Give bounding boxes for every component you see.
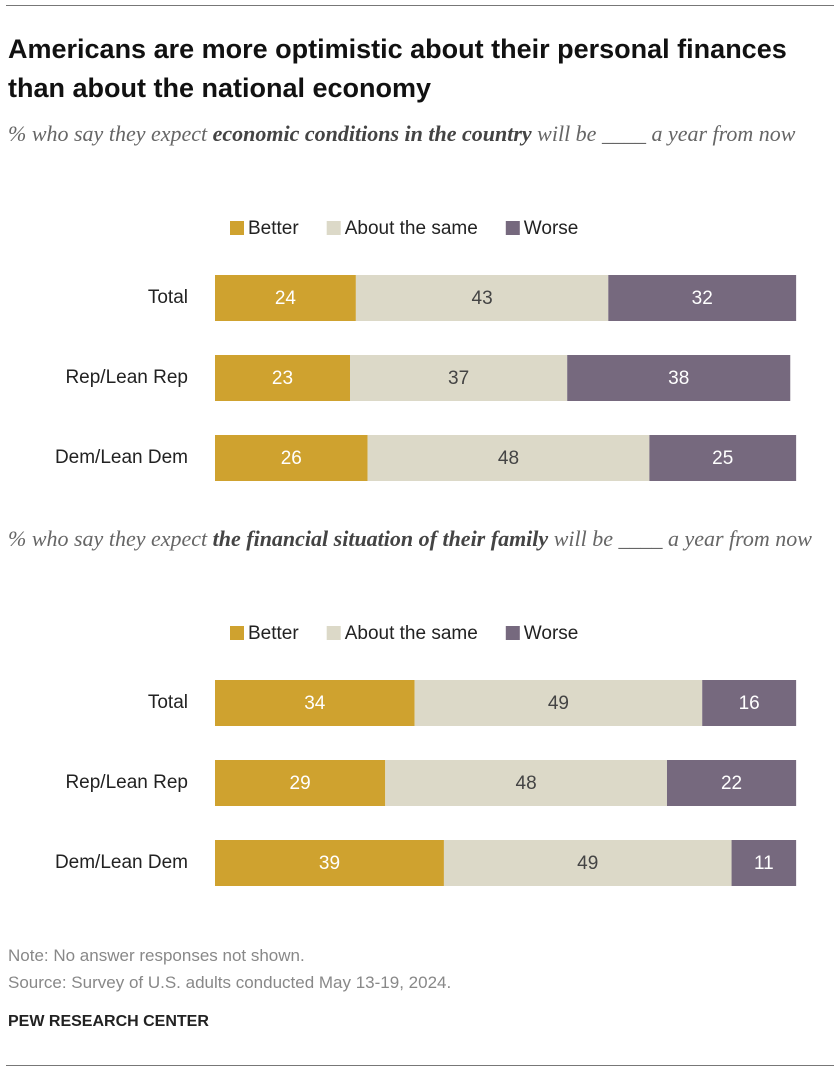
value-label: 39 xyxy=(319,853,340,874)
value-label: 32 xyxy=(692,288,713,309)
category-label: Dem/Lean Dem xyxy=(55,447,188,468)
value-label: 24 xyxy=(275,288,297,309)
top-rule xyxy=(6,5,834,6)
legend-swatch xyxy=(326,626,341,640)
bar-segment xyxy=(567,355,791,401)
legend-swatch xyxy=(230,626,244,640)
bar-segment xyxy=(443,840,732,886)
chart: Better About the same Worse Total 24 43 32 Rep/… xyxy=(55,218,797,481)
bar-segment xyxy=(367,435,650,481)
bar-segment xyxy=(608,275,797,321)
value-label: 29 xyxy=(290,773,311,794)
bar-segment xyxy=(350,355,568,401)
bar-segment xyxy=(414,680,703,726)
category-label: Rep/Lean Rep xyxy=(65,772,188,793)
title: Americans are more optimistic about thei… xyxy=(8,34,787,103)
legend-label: Worse xyxy=(524,218,579,239)
category-label: Dem/Lean Dem xyxy=(55,852,188,873)
value-label: 38 xyxy=(668,368,689,389)
credit: PEW RESEARCH CENTER xyxy=(8,1013,209,1030)
bar-segment xyxy=(215,275,356,321)
legend-swatch xyxy=(230,221,244,235)
bar-segment xyxy=(731,840,797,886)
value-label: 49 xyxy=(548,693,569,714)
bar-segment xyxy=(215,760,386,806)
category-label: Rep/Lean Rep xyxy=(65,367,188,388)
value-label: 23 xyxy=(272,368,293,389)
subtitle-text: will be ____ a year from now xyxy=(548,526,812,551)
bar-segment xyxy=(649,435,797,481)
category-label: Total xyxy=(148,692,188,713)
source: Source: Survey of U.S. adults conducted … xyxy=(8,973,452,992)
subtitle-text: will be ____ a year from now xyxy=(531,121,796,146)
legend-label: About the same xyxy=(345,623,478,644)
value-label: 34 xyxy=(304,693,326,714)
subtitle-emphasis: economic conditions in the country xyxy=(212,121,532,146)
legend-swatch xyxy=(505,626,520,640)
value-label: 48 xyxy=(498,448,519,469)
subtitle: % who say they expect the financial situ… xyxy=(8,523,823,555)
bar-segment xyxy=(666,760,797,806)
value-label: 48 xyxy=(516,773,537,794)
value-label: 16 xyxy=(739,693,760,714)
legend-label: Worse xyxy=(524,623,579,644)
value-label: 22 xyxy=(721,773,742,794)
legend-swatch xyxy=(326,221,341,235)
bar-segment xyxy=(385,760,667,806)
value-label: 11 xyxy=(754,853,774,874)
subtitle-emphasis: the financial situation of their family xyxy=(212,526,549,551)
bar-segment xyxy=(215,680,415,726)
value-label: 49 xyxy=(577,853,598,874)
category-label: Total xyxy=(148,287,188,308)
subtitle: % who say they expect economic condition… xyxy=(8,118,823,150)
value-label: 43 xyxy=(472,288,493,309)
legend-label: About the same xyxy=(345,218,478,239)
bar-segment xyxy=(355,275,609,321)
bar-segment xyxy=(215,435,368,481)
bar-segment xyxy=(702,680,797,726)
subtitle-text: % who say they expect xyxy=(8,121,213,146)
subtitle-text: % who say they expect xyxy=(8,526,213,551)
value-label: 37 xyxy=(448,368,469,389)
chart: Better About the same Worse Total 34 49 16 Rep/… xyxy=(55,623,797,886)
legend-label: Better xyxy=(248,623,299,644)
note: Note: No answer responses not shown. xyxy=(8,946,305,965)
legend-swatch xyxy=(505,221,520,235)
value-label: 26 xyxy=(281,448,302,469)
legend-label: Better xyxy=(248,218,299,239)
bar-segment xyxy=(215,355,351,401)
value-label: 25 xyxy=(712,448,733,469)
bottom-rule xyxy=(6,1065,834,1066)
bar-segment xyxy=(215,840,444,886)
